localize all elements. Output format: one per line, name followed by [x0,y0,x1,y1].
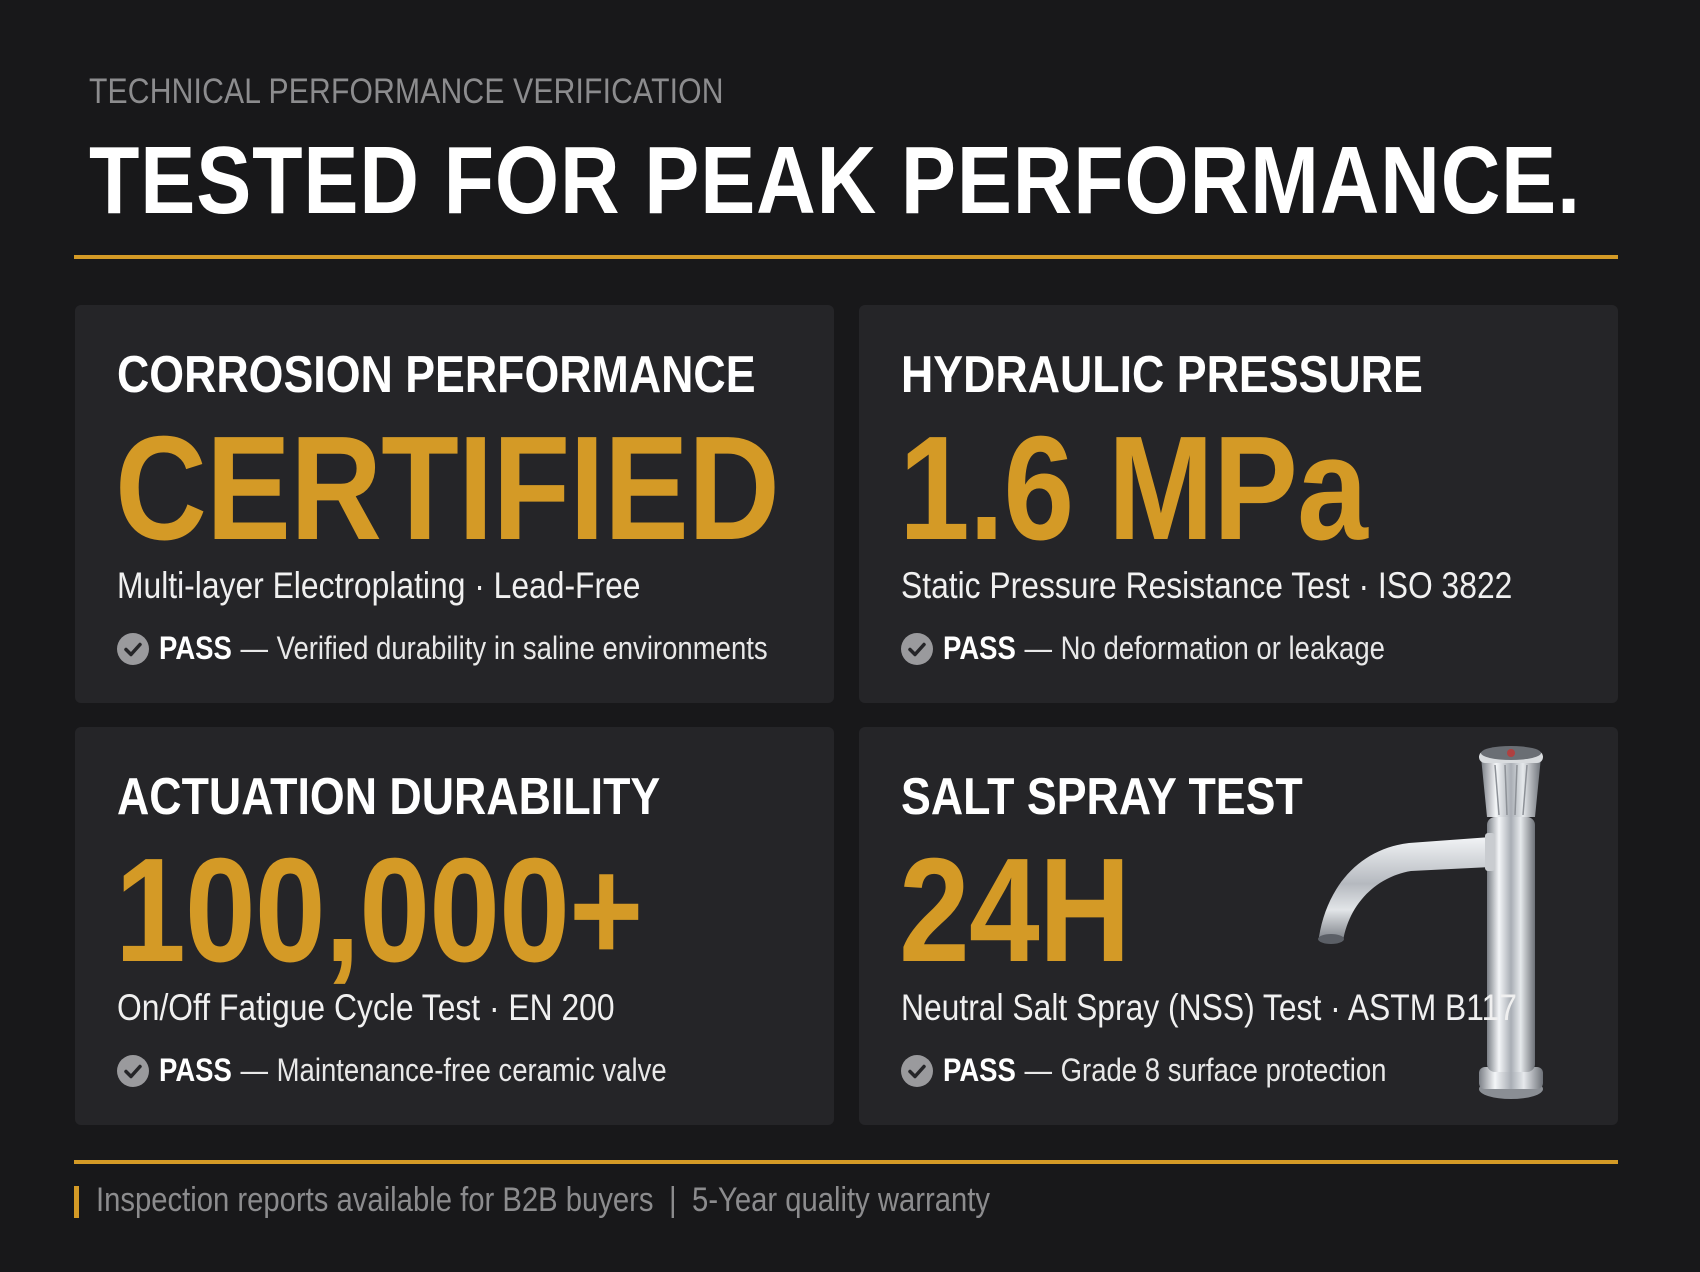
card-title: SALT SPRAY TEST [901,768,1303,826]
card-value: 24H [899,828,1131,993]
card-subtitle: Multi-layer Electroplating · Lead-Free [117,565,641,606]
pass-label: PASS [943,1052,1016,1088]
card-title: HYDRAULIC PRESSURE [901,346,1423,404]
page-headline: TESTED FOR PEAK PERFORMANCE. [89,127,1581,234]
dash: — [1024,1052,1053,1088]
footer-reports-text: Inspection reports available for B2B buy… [96,1181,654,1219]
card-title: CORROSION PERFORMANCE [117,346,756,404]
pass-note: Grade 8 surface protection [1060,1052,1387,1088]
card-value: CERTIFIED [115,406,780,571]
dash: — [240,630,269,666]
eyebrow-label: TECHNICAL PERFORMANCE VERIFICATION [89,72,724,111]
check-circle-icon [117,1054,149,1087]
footer-divider [74,1160,1618,1164]
pass-label: PASS [159,1052,232,1088]
footer-warranty-text: 5-Year quality warranty [692,1181,991,1219]
check-circle-icon [117,632,149,665]
pass-row: PASS — Verified durability in saline envir… [117,630,834,667]
header-divider [74,255,1618,259]
pass-note: No deformation or leakage [1060,630,1385,666]
pass-label: PASS [943,630,1016,666]
pass-label: PASS [159,630,232,666]
card-title: ACTUATION DURABILITY [117,768,661,826]
check-circle-icon [901,632,933,665]
footer-separator: | [668,1181,677,1219]
corrosion-performance-card: CORROSION PERFORMANCE CERTIFIED Multi-la… [75,305,834,703]
pass-row: PASS — Maintenance-free ceramic valve [117,1052,749,1089]
footer-note: Inspection reports available for B2B buy… [96,1181,990,1220]
card-subtitle: Neutral Salt Spray (NSS) Test · ASTM B11… [901,987,1518,1028]
card-subtitle: On/Off Fatigue Cycle Test · EN 200 [117,987,615,1028]
pass-note: Verified durability in saline environmen… [276,630,768,666]
pass-row: PASS — No deformation or leakage [901,630,1457,667]
card-subtitle: Static Pressure Resistance Test · ISO 38… [901,565,1513,606]
dash: — [1024,630,1053,666]
faucet-image [1318,746,1543,1099]
hydraulic-pressure-card: HYDRAULIC PRESSURE 1.6 MPa Static Pressu… [859,305,1618,703]
salt-spray-test-card: SALT SPRAY TEST 24H Neutral Salt Spray (… [859,727,1618,1125]
pass-note: Maintenance-free ceramic valve [276,1052,667,1088]
dash: — [240,1052,269,1088]
pass-row: PASS — Grade 8 surface protection [901,1052,1459,1089]
footer-accent-bar [74,1186,79,1218]
card-value: 100,000+ [115,828,643,993]
check-circle-icon [901,1054,933,1087]
actuation-durability-card: ACTUATION DURABILITY 100,000+ On/Off Fat… [75,727,834,1125]
card-value: 1.6 MPa [899,406,1368,571]
